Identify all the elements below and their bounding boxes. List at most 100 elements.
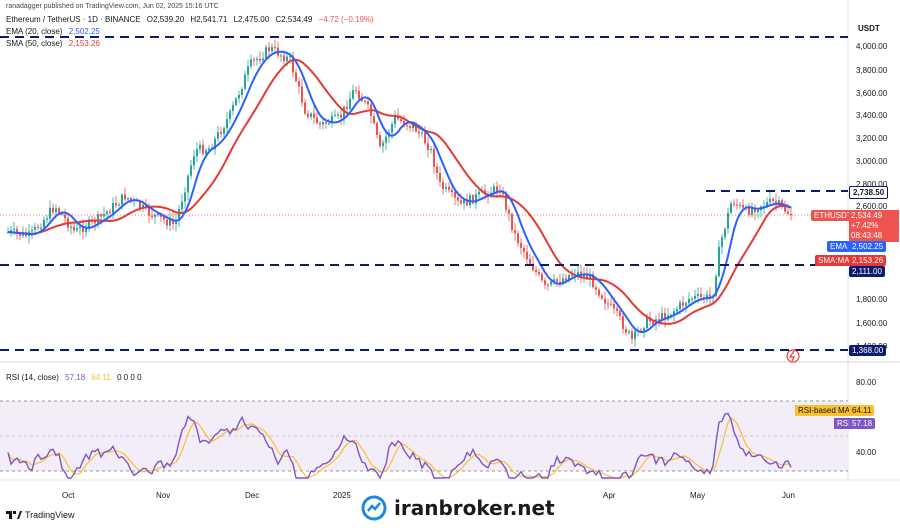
candle-body xyxy=(247,66,249,75)
tradingview-logo-icon xyxy=(6,511,22,519)
candle-body xyxy=(358,90,360,99)
sma-legend-value: 2,153.26 xyxy=(68,39,100,48)
candle-body xyxy=(31,229,33,232)
candle-body xyxy=(43,219,45,228)
candle-body xyxy=(733,203,735,205)
ohlc-open: O2,539.20 xyxy=(146,15,185,24)
candle-body xyxy=(214,138,216,150)
ema-legend[interactable]: EMA (20, close) 2,502.25 xyxy=(6,27,104,36)
candle-body xyxy=(253,59,255,61)
candle-body xyxy=(625,329,627,333)
candle-body xyxy=(289,56,291,58)
candle-body xyxy=(433,148,435,167)
price-tick-1600: 1,600.00 xyxy=(856,319,888,328)
candle-body xyxy=(385,136,387,143)
candle-body xyxy=(16,228,18,233)
candle-body xyxy=(664,312,666,320)
sma-tag-value: 2,153.26 xyxy=(849,255,887,266)
candle-body xyxy=(190,165,192,176)
candle-body xyxy=(280,55,282,57)
candle-body xyxy=(739,204,741,206)
sma-legend[interactable]: SMA (50, close) 2,153.26 xyxy=(6,39,104,48)
candle-body xyxy=(115,203,117,206)
candle-body xyxy=(622,316,624,330)
candle-body xyxy=(451,189,453,193)
candle-body xyxy=(316,117,318,124)
candle-body xyxy=(748,206,750,215)
candles-layer xyxy=(7,39,792,347)
candle-body xyxy=(235,98,237,106)
watermark-text: iranbroker.net xyxy=(394,496,555,520)
currency-label: USDT xyxy=(858,24,880,33)
rsi-tag-label: RSI xyxy=(834,418,854,429)
candle-body xyxy=(520,243,522,248)
candle-body xyxy=(619,311,621,317)
candle-body xyxy=(706,294,708,300)
candle-body xyxy=(181,201,183,210)
candle-body xyxy=(13,228,15,230)
ohlc-close: C2,534.49 xyxy=(275,15,313,24)
candle-body xyxy=(730,203,732,213)
candle-body xyxy=(778,200,780,203)
tradingview-footer[interactable]: TradingView xyxy=(6,510,75,520)
candle-body xyxy=(787,211,789,214)
candle-body xyxy=(64,214,66,219)
candle-body xyxy=(553,279,555,282)
symbol-title: Ethereum / TetherUS · 1D · BINANCE xyxy=(6,15,141,24)
x-tick-2025: 2025 xyxy=(333,491,351,500)
candle-body xyxy=(271,46,273,52)
current-price-box: 2,534.49 +7.42% 08:43:48 xyxy=(849,210,899,242)
candle-body xyxy=(466,199,468,206)
candle-body xyxy=(361,98,363,102)
symbol-price-label: ETHUSDT xyxy=(811,210,855,221)
candle-body xyxy=(631,331,633,339)
candle-body xyxy=(139,201,141,209)
candle-body xyxy=(409,126,411,129)
candle-body xyxy=(337,114,339,116)
candle-body xyxy=(403,120,405,126)
candle-body xyxy=(754,208,756,213)
candle-body xyxy=(415,124,417,132)
candle-body xyxy=(109,211,111,214)
candle-body xyxy=(34,226,36,230)
candle-body xyxy=(325,122,327,124)
candle-body xyxy=(790,213,792,216)
candle-body xyxy=(571,274,573,276)
rsi-legend[interactable]: RSI (14, close) 57.18 64.11 0 0 0 0 xyxy=(6,373,146,382)
candle-body xyxy=(328,123,330,125)
candle-body xyxy=(400,119,402,121)
candle-body xyxy=(727,212,729,229)
candle-body xyxy=(118,204,120,206)
candle-body xyxy=(724,228,726,238)
candle-body xyxy=(454,192,456,198)
candle-body xyxy=(547,284,549,286)
candle-body xyxy=(250,59,252,67)
candle-body xyxy=(76,228,78,231)
candle-body xyxy=(295,72,297,82)
candle-body xyxy=(721,237,723,247)
candle-body xyxy=(601,295,603,299)
candle-body xyxy=(52,207,54,213)
rsi-legend-label: RSI (14, close) xyxy=(6,373,59,382)
candle-body xyxy=(265,47,267,59)
candle-body xyxy=(406,125,408,127)
candle-body xyxy=(469,195,471,206)
candle-body xyxy=(529,259,531,264)
candle-body xyxy=(10,229,12,232)
candle-body xyxy=(430,148,432,150)
symbol-legend[interactable]: Ethereum / TetherUS · 1D · BINANCE O2,53… xyxy=(6,15,378,24)
candle-body xyxy=(259,58,261,61)
price-tick-3000: 3,000.00 xyxy=(856,157,888,166)
candle-body xyxy=(103,214,105,217)
candle-body xyxy=(100,214,102,217)
candle-body xyxy=(319,123,321,125)
candle-body xyxy=(40,227,42,229)
candle-body xyxy=(436,166,438,174)
candle-body xyxy=(634,330,636,339)
candle-body xyxy=(367,101,369,105)
candle-body xyxy=(166,219,168,226)
candle-body xyxy=(85,228,87,233)
price-tick-4000: 4,000.00 xyxy=(856,42,888,51)
candle-body xyxy=(187,175,189,193)
